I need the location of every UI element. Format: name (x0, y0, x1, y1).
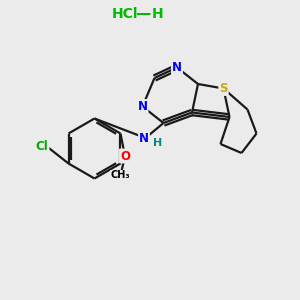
Text: —: — (135, 6, 150, 21)
Text: N: N (172, 61, 182, 74)
Text: CH₃: CH₃ (111, 170, 130, 181)
Text: H: H (152, 7, 163, 20)
Text: HCl: HCl (111, 7, 138, 20)
Text: N: N (137, 100, 148, 113)
Text: S: S (219, 82, 228, 95)
Text: O: O (120, 149, 130, 163)
Text: N: N (139, 131, 149, 145)
Text: H: H (154, 138, 163, 148)
Text: Cl: Cl (36, 140, 49, 154)
